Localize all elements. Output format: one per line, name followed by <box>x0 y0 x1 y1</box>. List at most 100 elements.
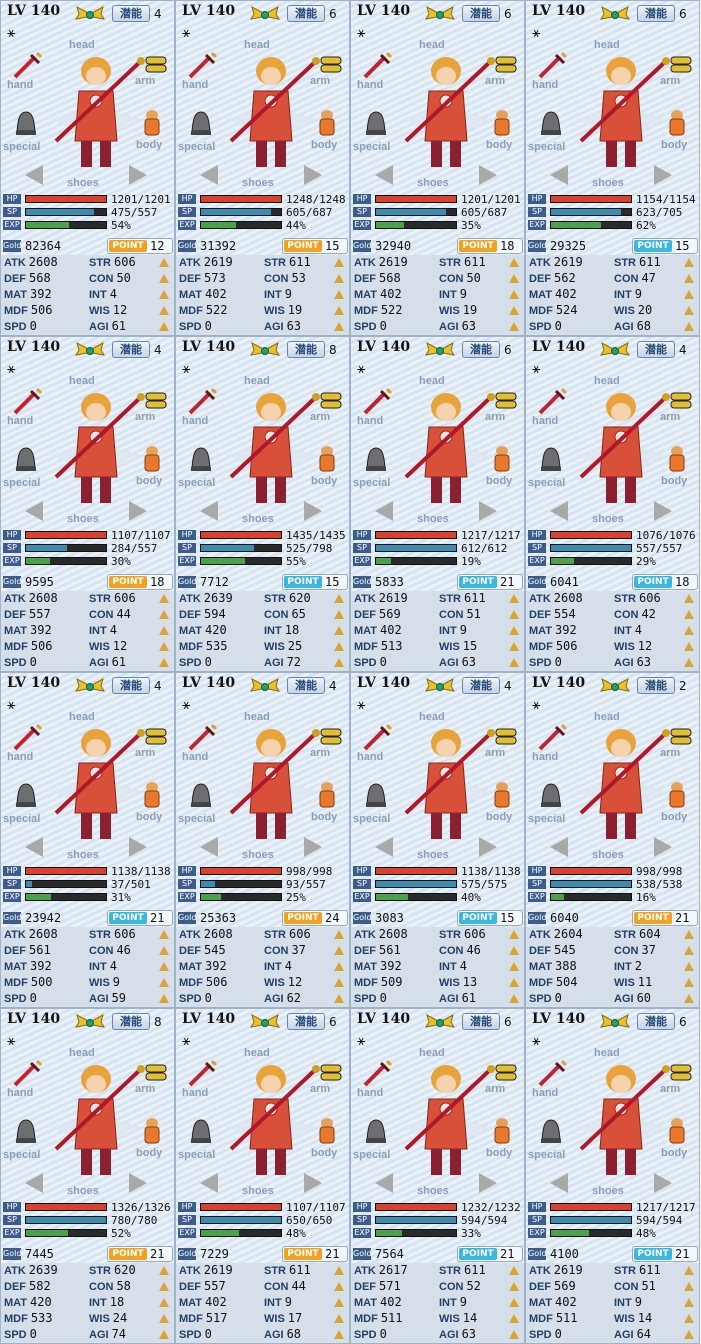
arm-slot[interactable]: arm <box>310 747 331 759</box>
special-slot[interactable]: special <box>3 141 41 153</box>
body-armor-icon[interactable] <box>666 1117 688 1145</box>
next-arrow-button[interactable] <box>304 501 322 521</box>
wis-increase-button[interactable] <box>509 978 519 987</box>
con-increase-button[interactable] <box>684 610 694 619</box>
special-slot[interactable]: special <box>178 813 216 825</box>
potential-button[interactable]: 潜能 <box>287 5 325 22</box>
hand-slot[interactable]: hand <box>532 79 559 91</box>
body-armor-icon[interactable] <box>141 109 163 137</box>
head-slot[interactable]: head <box>244 711 270 723</box>
next-arrow-button[interactable] <box>479 501 497 521</box>
next-arrow-button[interactable] <box>654 165 672 185</box>
agi-increase-button[interactable] <box>334 658 344 667</box>
hand-slot[interactable]: hand <box>7 415 34 427</box>
head-slot[interactable]: head <box>69 375 95 387</box>
prev-arrow-button[interactable] <box>25 501 43 521</box>
str-increase-button[interactable] <box>159 930 169 939</box>
sword-icon[interactable] <box>11 387 43 417</box>
wis-increase-button[interactable] <box>159 306 169 315</box>
agi-increase-button[interactable] <box>159 658 169 667</box>
potential-button[interactable]: 潜能 <box>462 1013 500 1030</box>
sword-icon[interactable] <box>536 1059 568 1089</box>
next-arrow-button[interactable] <box>479 837 497 857</box>
prev-arrow-button[interactable] <box>200 1173 218 1193</box>
gauntlet-icon[interactable] <box>493 725 519 747</box>
gauntlet-icon[interactable] <box>318 1061 344 1083</box>
special-slot[interactable]: special <box>178 141 216 153</box>
str-increase-button[interactable] <box>334 930 344 939</box>
head-slot[interactable]: head <box>69 1047 95 1059</box>
shoes-slot[interactable]: shoes <box>592 1185 624 1197</box>
body-armor-icon[interactable] <box>141 1117 163 1145</box>
gauntlet-icon[interactable] <box>143 725 169 747</box>
agi-increase-button[interactable] <box>509 658 519 667</box>
next-arrow-button[interactable] <box>304 165 322 185</box>
con-increase-button[interactable] <box>159 610 169 619</box>
body-slot[interactable]: body <box>311 475 338 487</box>
arm-slot[interactable]: arm <box>485 1083 506 1095</box>
sword-icon[interactable] <box>11 1059 43 1089</box>
head-slot[interactable]: head <box>594 711 620 723</box>
gauntlet-icon[interactable] <box>493 1061 519 1083</box>
bell-icon[interactable] <box>188 109 214 137</box>
body-armor-icon[interactable] <box>316 781 338 809</box>
arm-slot[interactable]: arm <box>485 411 506 423</box>
body-armor-icon[interactable] <box>491 445 513 473</box>
str-increase-button[interactable] <box>334 1266 344 1275</box>
con-increase-button[interactable] <box>509 1282 519 1291</box>
shoes-slot[interactable]: shoes <box>242 1185 274 1197</box>
str-increase-button[interactable] <box>334 258 344 267</box>
wis-increase-button[interactable] <box>509 642 519 651</box>
str-increase-button[interactable] <box>684 1266 694 1275</box>
agi-increase-button[interactable] <box>684 994 694 1003</box>
body-slot[interactable]: body <box>661 475 688 487</box>
agi-increase-button[interactable] <box>334 994 344 1003</box>
con-increase-button[interactable] <box>684 946 694 955</box>
agi-increase-button[interactable] <box>159 1330 169 1339</box>
wis-increase-button[interactable] <box>684 306 694 315</box>
gauntlet-icon[interactable] <box>143 389 169 411</box>
body-armor-icon[interactable] <box>316 445 338 473</box>
gauntlet-icon[interactable] <box>668 53 694 75</box>
next-arrow-button[interactable] <box>304 837 322 857</box>
head-slot[interactable]: head <box>594 375 620 387</box>
body-armor-icon[interactable] <box>666 109 688 137</box>
potential-button[interactable]: 潜能 <box>462 677 500 694</box>
int-increase-button[interactable] <box>334 1298 344 1307</box>
shoes-slot[interactable]: shoes <box>242 849 274 861</box>
wis-increase-button[interactable] <box>684 1314 694 1323</box>
arm-slot[interactable]: arm <box>660 747 681 759</box>
bell-icon[interactable] <box>188 1117 214 1145</box>
arm-slot[interactable]: arm <box>310 75 331 87</box>
wis-increase-button[interactable] <box>684 978 694 987</box>
str-increase-button[interactable] <box>159 1266 169 1275</box>
head-slot[interactable]: head <box>69 711 95 723</box>
shoes-slot[interactable]: shoes <box>417 513 449 525</box>
potential-button[interactable]: 潜能 <box>112 341 150 358</box>
str-increase-button[interactable] <box>684 930 694 939</box>
con-increase-button[interactable] <box>159 946 169 955</box>
prev-arrow-button[interactable] <box>200 165 218 185</box>
special-slot[interactable]: special <box>528 477 566 489</box>
hand-slot[interactable]: hand <box>182 415 209 427</box>
body-slot[interactable]: body <box>311 1147 338 1159</box>
body-armor-icon[interactable] <box>666 445 688 473</box>
head-slot[interactable]: head <box>594 1047 620 1059</box>
bell-icon[interactable] <box>538 1117 564 1145</box>
hand-slot[interactable]: hand <box>532 751 559 763</box>
potential-button[interactable]: 潜能 <box>637 341 675 358</box>
arm-slot[interactable]: arm <box>135 411 156 423</box>
shoes-slot[interactable]: shoes <box>67 177 99 189</box>
head-slot[interactable]: head <box>244 39 270 51</box>
body-slot[interactable]: body <box>661 1147 688 1159</box>
head-slot[interactable]: head <box>419 39 445 51</box>
con-increase-button[interactable] <box>334 274 344 283</box>
bell-icon[interactable] <box>13 1117 39 1145</box>
sword-icon[interactable] <box>186 1059 218 1089</box>
con-increase-button[interactable] <box>334 610 344 619</box>
special-slot[interactable]: special <box>353 813 391 825</box>
body-armor-icon[interactable] <box>491 781 513 809</box>
int-increase-button[interactable] <box>684 1298 694 1307</box>
int-increase-button[interactable] <box>509 626 519 635</box>
int-increase-button[interactable] <box>159 962 169 971</box>
